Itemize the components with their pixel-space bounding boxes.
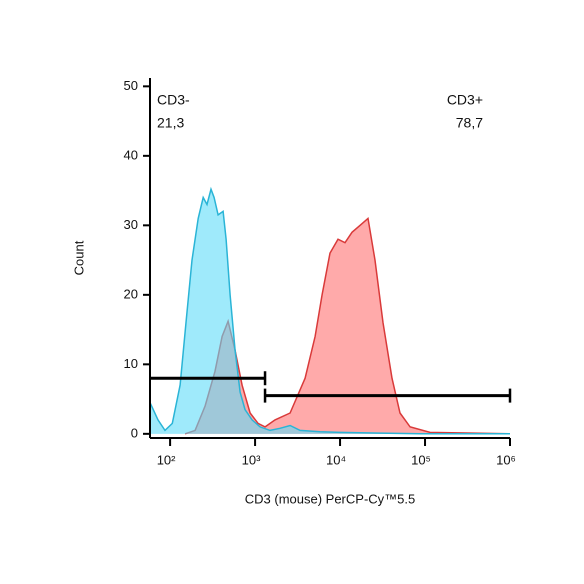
x-tick-label: 10⁵: [411, 452, 431, 467]
plot: 0 10 20 30 40 50 10² 10³ 10⁴ 10⁵ 10⁶ CD3- 21,3 CD3+ 78…: [124, 78, 516, 468]
gate-percent: 78,7: [456, 115, 483, 131]
histogram-line: [149, 186, 510, 435]
y-tick-label: 10: [124, 356, 138, 371]
histogram-area: [185, 218, 510, 434]
y-tick-label: 20: [124, 286, 138, 301]
x-tick-label: 10³: [242, 452, 261, 467]
gate-percent: 21,3: [157, 115, 184, 131]
x-axis-label: CD3 (mouse) PerCP-Cy™5.5: [245, 491, 416, 506]
x-tick-label: 10²: [157, 452, 176, 467]
gate-name: CD3-: [157, 92, 190, 108]
y-tick-label: 40: [124, 147, 138, 162]
histogram-area: [150, 189, 510, 434]
y-axis-label: Count: [71, 240, 86, 275]
gate-name: CD3+: [447, 92, 483, 108]
y-tick-label: 0: [131, 425, 138, 440]
y-tick-label: 30: [124, 217, 138, 232]
x-tick-label: 10⁴: [326, 452, 346, 467]
x-tick-label: 10⁶: [496, 452, 516, 467]
y-tick-label: 50: [124, 78, 138, 93]
